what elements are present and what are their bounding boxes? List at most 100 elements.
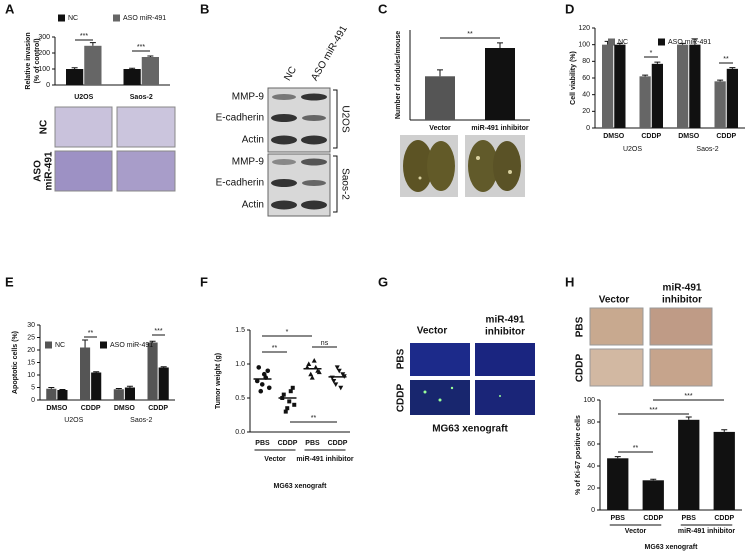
y-tick-label: 0 [586, 125, 590, 132]
y-axis-label: Apoptotic cells (%) [12, 331, 19, 394]
y-tick-label: 1.5 [235, 327, 245, 334]
error-bar [59, 389, 66, 390]
error-bar [616, 42, 623, 45]
bar [639, 76, 651, 128]
error-bar [147, 55, 154, 57]
lung-images [400, 135, 525, 197]
bar [425, 76, 455, 120]
y-axis-label: Relative invasion [25, 32, 32, 89]
legend-swatch [608, 38, 615, 46]
legend-swatch [658, 38, 665, 46]
bar [46, 388, 57, 400]
x-tick-label: CDDP [148, 405, 168, 412]
y-tick-label: 100 [583, 397, 595, 404]
bar [713, 431, 735, 510]
error-bar [437, 69, 443, 77]
column-label: inhibitor [485, 327, 525, 338]
point [281, 392, 286, 397]
significance-label: ns [321, 340, 329, 347]
band-label: Actin [242, 135, 264, 146]
row-label: CDDP [396, 384, 407, 413]
point [265, 368, 271, 374]
row-label: CDDP [575, 354, 586, 383]
panel-letter: B [200, 1, 209, 16]
y-tick-label: 30 [27, 322, 35, 329]
cell-line-label: U2OS [339, 105, 350, 133]
y-tick-label: 40 [587, 463, 595, 470]
y-axis-label: (% of control) [34, 38, 41, 83]
y-tick-label: 20 [587, 485, 595, 492]
error-bar [679, 42, 686, 45]
y-tick-label: 0 [31, 397, 35, 404]
error-bar [691, 38, 698, 45]
point [316, 369, 322, 375]
y-tick-label: 40 [582, 92, 590, 99]
legend-swatch [113, 14, 120, 22]
panel-letter: C [378, 1, 388, 16]
ihc-images: Vector miR-491 inhibitor PBS CDDP [575, 283, 713, 387]
error-bar [497, 42, 503, 48]
y-tick-label: 0.5 [235, 395, 245, 402]
column-label: miR-491 [486, 315, 525, 326]
band-label: Actin [242, 200, 264, 211]
point [259, 382, 265, 387]
bar [651, 63, 663, 129]
y-axis-label: Number of nodules/mouse [395, 31, 402, 119]
group-label: miR-491 inhibitor [678, 528, 735, 535]
y-tick-label: 80 [582, 58, 590, 65]
significance-label: ** [88, 330, 94, 337]
western-blot: NC ASO miR-491 MMP-9 E-cadherin Actin MM… [216, 24, 350, 217]
band-label: MMP-9 [232, 157, 265, 168]
panel-letter: E [5, 274, 14, 289]
point [254, 378, 260, 384]
x-tick-label: miR-491 inhibitor [471, 125, 528, 132]
x-tick-label: DMSO [114, 405, 136, 412]
point [334, 365, 340, 370]
error-bar [82, 339, 89, 348]
error-bar [93, 371, 100, 373]
y-tick-label: 1.0 [235, 361, 245, 368]
y-tick-label: 60 [587, 441, 595, 448]
error-bar [160, 366, 167, 368]
x-tick-label: CDDP [714, 515, 734, 522]
y-tick-label: 60 [582, 75, 590, 82]
y-axis-label: % of Ki-67 positive cells [575, 415, 582, 495]
micrograph [116, 106, 176, 148]
point [288, 389, 293, 394]
error-bar [685, 416, 692, 420]
error-bar [126, 385, 133, 388]
if-image [475, 380, 535, 415]
y-tick-label: 0 [46, 82, 50, 89]
significance-label: ** [311, 415, 317, 422]
point [331, 379, 337, 384]
ihc-image [649, 348, 713, 387]
point [308, 371, 314, 377]
error-bar [129, 67, 136, 69]
column-label: Vector [599, 295, 630, 306]
x-axis-label: MG63 xenograft [645, 544, 699, 551]
legend-label: ASO miR-491 [110, 342, 153, 349]
row-label: NC [39, 120, 50, 134]
legend-swatch [45, 341, 52, 349]
x-tick-label: DMSO [603, 133, 625, 140]
caption: MG63 xenograft [432, 424, 508, 435]
error-bar [642, 74, 649, 77]
panel-letter: H [565, 274, 574, 289]
point [333, 382, 339, 387]
legend-swatch [58, 14, 65, 22]
lane-label: ASO miR-491 [309, 24, 350, 83]
bar [113, 389, 124, 400]
y-tick-label: 300 [38, 34, 50, 41]
bar [607, 458, 629, 510]
micrograph [54, 150, 113, 192]
y-tick-label: 5 [31, 384, 35, 391]
band-label: MMP-9 [232, 92, 265, 103]
significance-label: *** [137, 44, 145, 51]
legend-label: NC [55, 342, 65, 349]
legend-label: NC [618, 39, 628, 46]
error-bar [721, 429, 728, 432]
error-bar [89, 42, 96, 46]
if-image [475, 343, 535, 376]
ihc-image [649, 307, 713, 346]
